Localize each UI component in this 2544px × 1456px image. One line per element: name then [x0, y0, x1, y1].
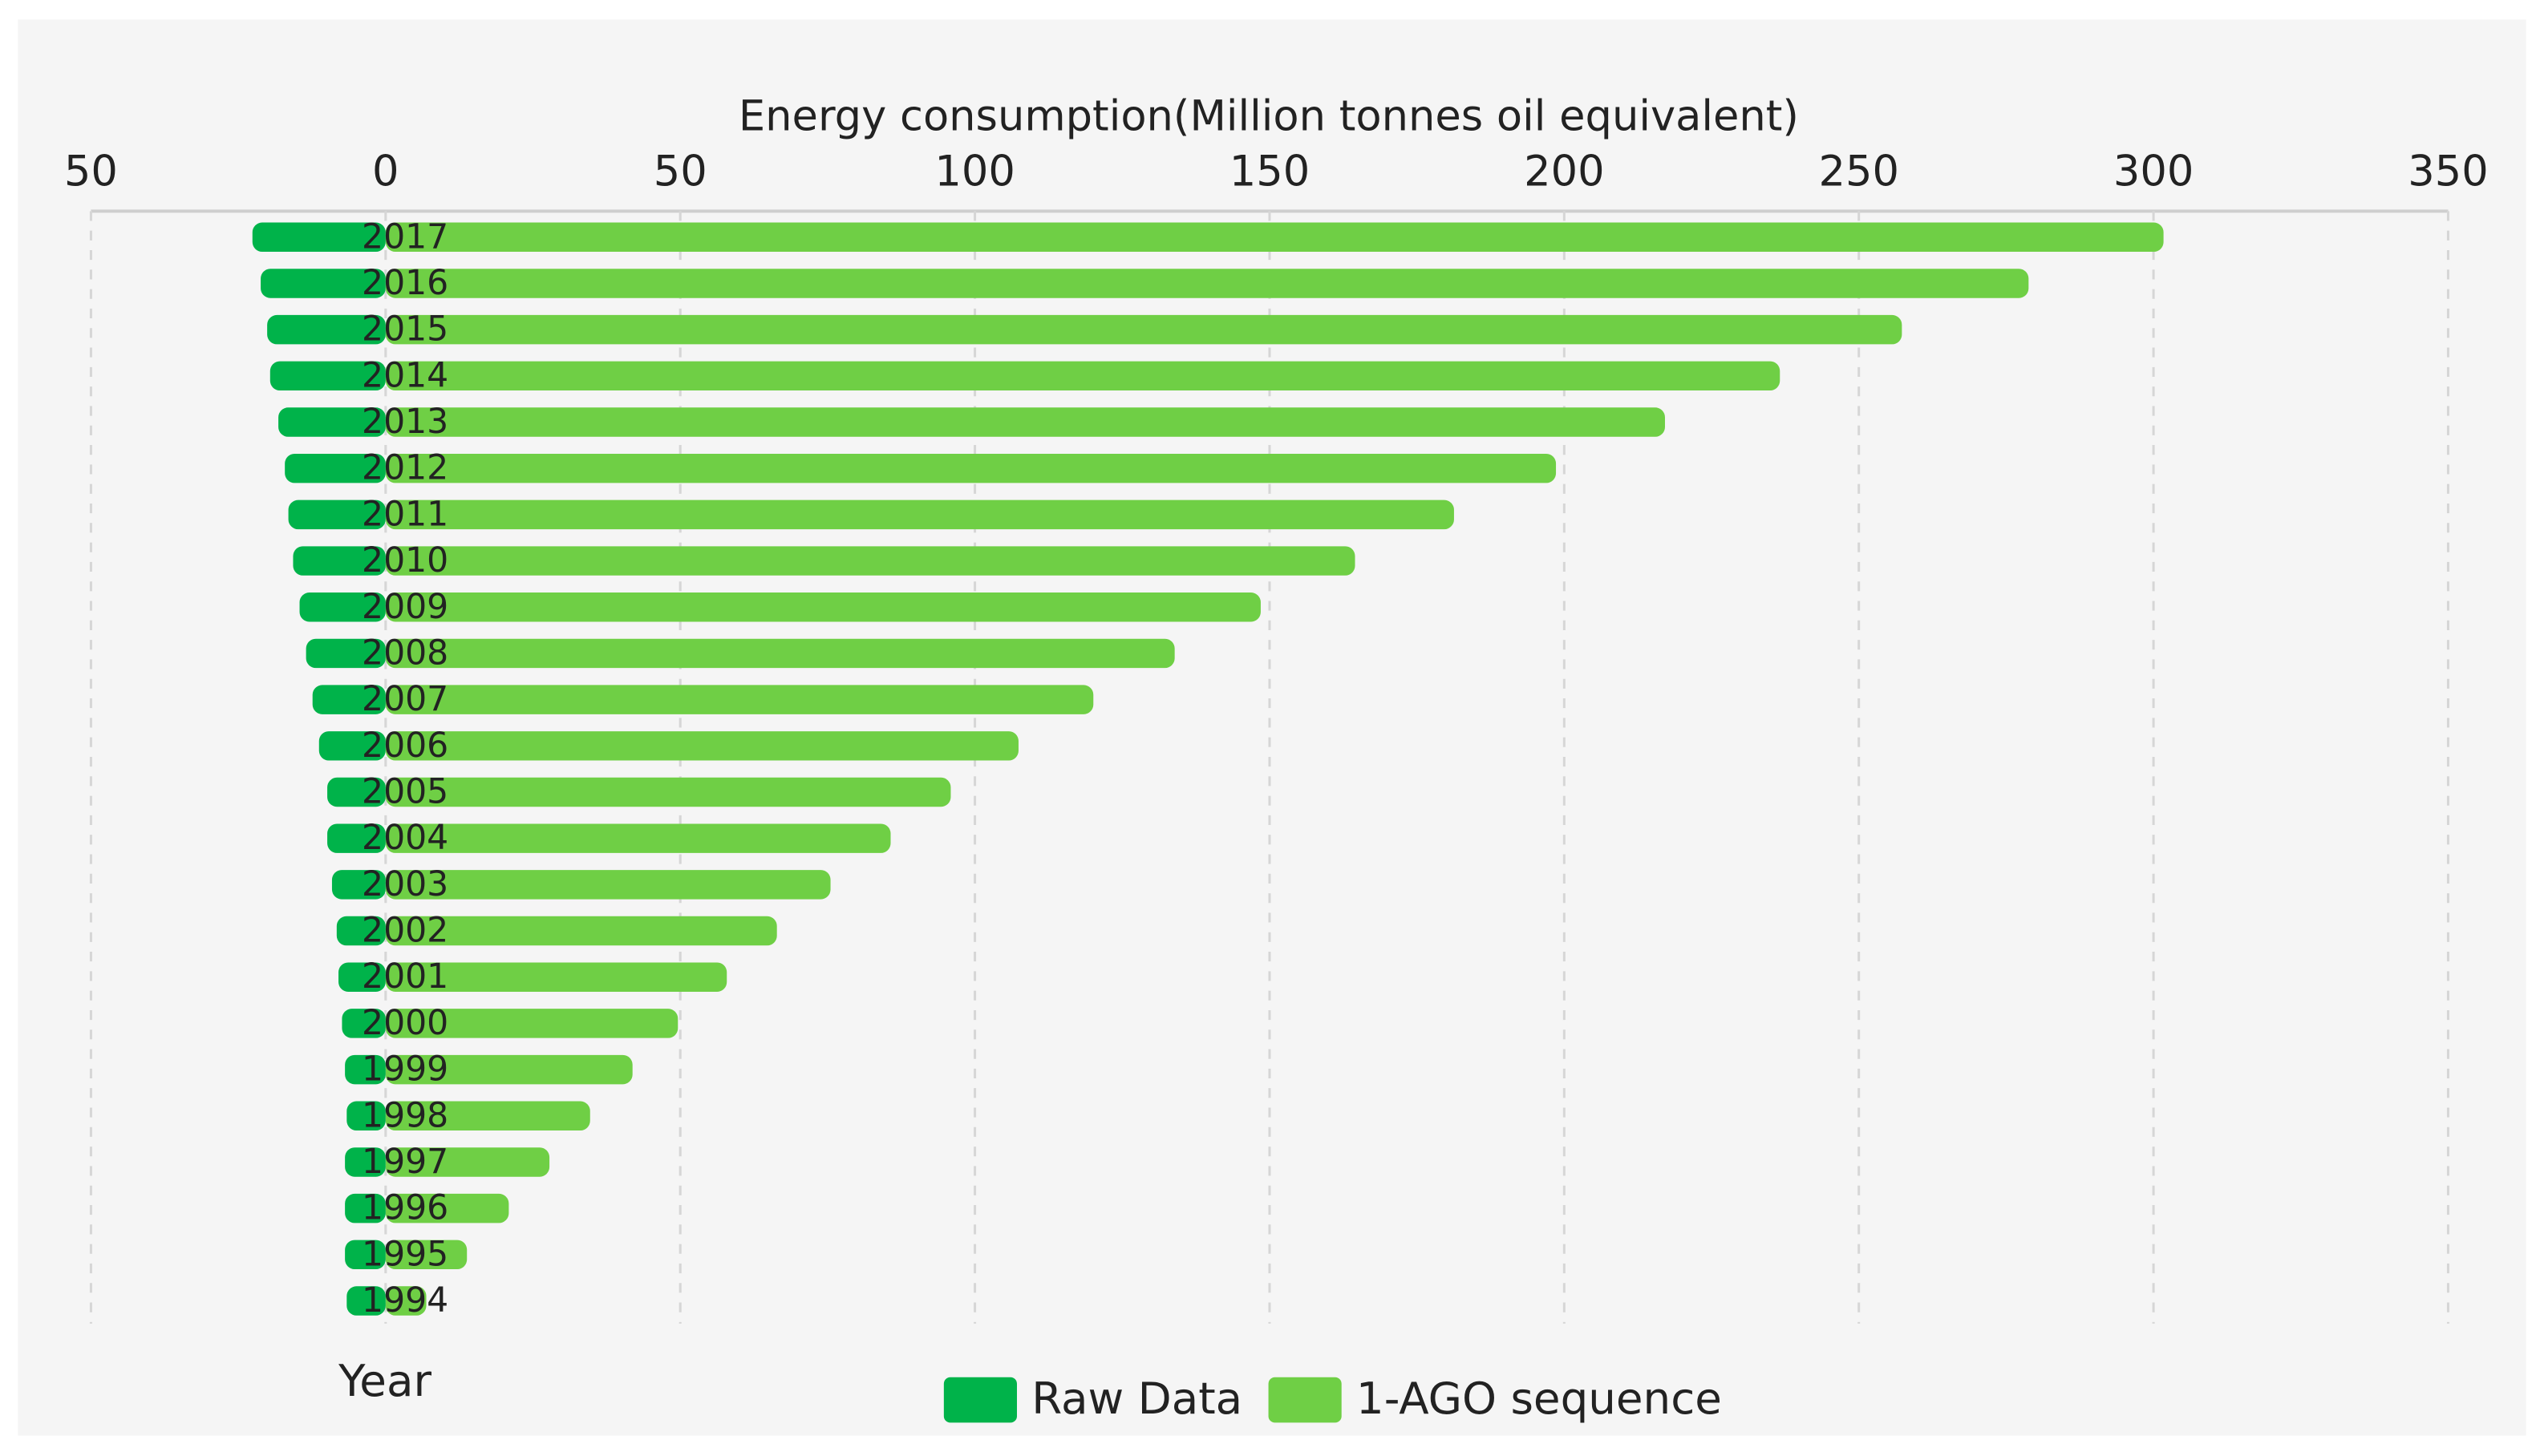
y-tick-label: 2009	[362, 588, 448, 627]
bar	[288, 499, 386, 530]
y-tick-label: 2000	[362, 1004, 448, 1043]
bar	[385, 314, 1902, 345]
y-tick-label: 2006	[362, 726, 448, 766]
legend-swatch	[1268, 1377, 1342, 1423]
y-tick-label: 2010	[362, 541, 448, 580]
y-axis-title: Year	[338, 1355, 431, 1406]
y-tick-label: 2002	[362, 912, 448, 951]
x-tick-label: 50	[64, 147, 118, 196]
y-tick-label: 1996	[362, 1189, 448, 1228]
y-tick-label: 2001	[362, 957, 448, 997]
legend-label: Raw Data	[1031, 1373, 1242, 1424]
bar	[385, 499, 1454, 530]
x-tick-label: 150	[1229, 147, 1310, 196]
bar	[327, 823, 386, 853]
bar	[385, 222, 2164, 253]
bar	[385, 593, 1261, 622]
bar	[278, 407, 386, 437]
bar	[342, 1009, 386, 1038]
x-tick-label: 100	[934, 147, 1015, 196]
bar	[346, 1286, 386, 1316]
bar	[385, 1147, 550, 1177]
y-tick-label: 2007	[362, 680, 448, 719]
bar	[385, 777, 951, 807]
y-tick-label: 2011	[362, 495, 448, 534]
x-tick-label: 350	[2408, 147, 2489, 196]
bar	[385, 1193, 509, 1223]
bar	[345, 1240, 386, 1270]
bar	[385, 1101, 590, 1131]
bar	[345, 1147, 386, 1177]
bar	[385, 870, 831, 900]
bar	[345, 1193, 386, 1223]
x-tick-label: 250	[1818, 147, 1899, 196]
bar	[327, 777, 386, 807]
bar	[331, 870, 386, 900]
y-tick-label: 1995	[362, 1235, 448, 1274]
y-tick-label: 2005	[362, 773, 448, 812]
y-tick-label: 1998	[362, 1096, 448, 1135]
x-tick-label: 0	[372, 147, 399, 196]
x-tick-label: 50	[654, 147, 707, 196]
y-tick-label: 1999	[362, 1050, 448, 1090]
y-tick-label: 1994	[362, 1281, 448, 1321]
y-tick-label: 2016	[362, 264, 448, 303]
bar	[345, 1054, 386, 1085]
bar	[385, 546, 1355, 576]
bar	[385, 638, 1175, 669]
y-tick-label: 2015	[362, 310, 448, 350]
y-tick-label: 2013	[362, 402, 448, 442]
bar	[285, 453, 386, 483]
bar	[312, 685, 386, 714]
x-tick-label: 200	[1524, 147, 1605, 196]
y-tick-label: 2003	[362, 865, 448, 904]
bar	[385, 361, 1780, 391]
bar	[318, 731, 386, 761]
bar	[385, 1240, 468, 1270]
x-tick-label: 300	[2113, 147, 2194, 196]
y-tick-label: 2004	[362, 819, 448, 858]
bar	[261, 269, 386, 298]
legend-label: 1-AGO sequence	[1356, 1373, 1722, 1424]
bar	[385, 407, 1665, 437]
y-tick-label: 2012	[362, 449, 448, 488]
x-axis-title: Energy consumption(Million tonnes oil eq…	[739, 92, 1799, 141]
bar	[385, 685, 1094, 714]
bar	[293, 546, 386, 576]
bar	[299, 593, 386, 622]
bar	[385, 823, 891, 853]
bar	[385, 453, 1557, 483]
bar	[385, 962, 727, 992]
bar	[385, 269, 2029, 298]
legend-swatch	[943, 1377, 1017, 1423]
y-tick-label: 1997	[362, 1143, 448, 1182]
bar	[306, 638, 386, 669]
bar	[346, 1101, 386, 1131]
bar	[385, 1009, 679, 1038]
bar	[385, 916, 777, 946]
bar	[385, 731, 1019, 761]
y-tick-label: 2014	[362, 356, 448, 395]
bar	[385, 1286, 427, 1316]
y-tick-label: 2008	[362, 633, 448, 673]
bar	[336, 916, 386, 946]
bar	[338, 962, 386, 992]
y-tick-label: 2017	[362, 217, 448, 257]
bar	[252, 222, 386, 253]
bar	[269, 361, 386, 391]
bar	[267, 314, 386, 345]
bar	[385, 1054, 633, 1085]
